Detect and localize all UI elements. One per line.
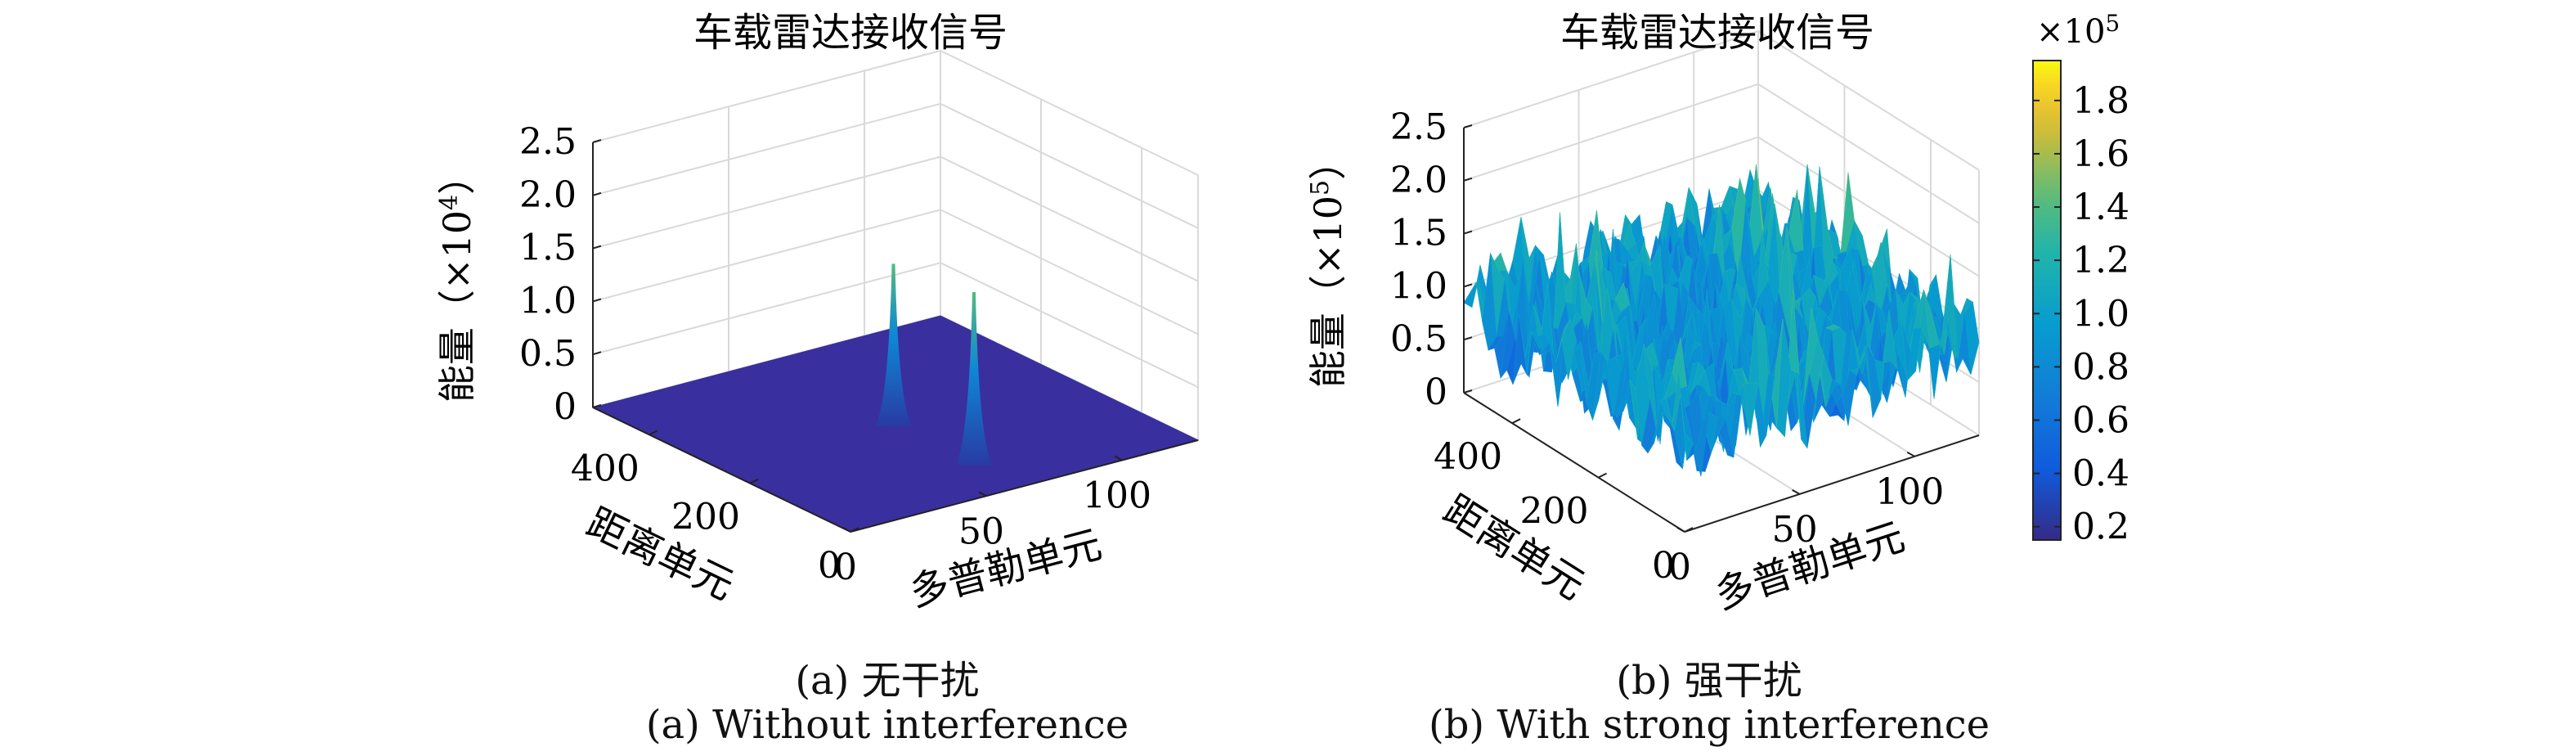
y-tick	[850, 527, 859, 533]
colorbar-tick-label: 1.2	[2072, 240, 2129, 281]
z-axis-label-exponent: 4	[435, 195, 464, 210]
z-tick-label: 1.0	[519, 280, 577, 322]
surface-patch	[1678, 372, 1694, 461]
y-tick-label: 0	[818, 545, 841, 587]
y-tick-label: 400	[571, 448, 640, 489]
z-tick-label: 2.0	[1390, 160, 1447, 201]
x-tick	[842, 527, 851, 533]
x-tick-label: 100	[1083, 475, 1151, 517]
x-axis-line	[1684, 434, 1980, 533]
panel-a-label-en: (a) Without interference	[645, 702, 1129, 748]
colorbar-tick-label: 0.4	[2072, 453, 2129, 495]
colorbar-exponent-power: 5	[2105, 10, 2120, 37]
z-tick-label: 1.5	[519, 227, 577, 269]
z-tick-label: 1.5	[1390, 213, 1447, 254]
colorbar-tick-label: 0.8	[2072, 346, 2129, 388]
z-axis-label-close: ）	[435, 157, 479, 195]
x-axis-line	[850, 439, 1199, 533]
panel-b-label: (b) 强干扰	[1616, 658, 1802, 704]
x-tick-label: 100	[1875, 471, 1944, 513]
x-tick	[1676, 527, 1685, 533]
x-tick-label: 0	[834, 547, 857, 588]
z-tick-label: 2.5	[519, 121, 577, 163]
x-tick	[1906, 451, 1915, 457]
z-axis-label-exponent: 5	[1306, 180, 1335, 196]
peak	[875, 263, 912, 426]
z-tick	[1463, 230, 1473, 235]
z-tick-label: 0.5	[1390, 318, 1447, 360]
x-tick-label: 50	[1772, 509, 1818, 551]
axes	[1463, 128, 1980, 533]
y-axis-line	[592, 407, 851, 533]
peak	[956, 291, 992, 466]
z-tick	[592, 404, 602, 408]
z-axis-label-text: 能量（×10	[435, 210, 479, 403]
z-tick-label: 1.0	[1390, 265, 1447, 307]
y-tick	[648, 430, 658, 436]
z-tick	[1463, 124, 1473, 128]
colorbar-exponent-base: ×10	[2036, 13, 2105, 51]
z-tick	[592, 139, 602, 143]
z-tick	[1463, 336, 1473, 341]
z-axis-label-close: ）	[1306, 142, 1350, 180]
colorbar-tick-label: 1.0	[2072, 293, 2129, 335]
z-tick	[592, 245, 602, 250]
x-tick-label: 0	[1668, 547, 1691, 588]
back-wall-left	[593, 51, 940, 407]
colorbar-tick-label: 1.6	[2072, 133, 2129, 175]
back-wall-right	[940, 51, 1198, 440]
y-tick-label: 200	[1520, 491, 1589, 533]
panel-b-label-en: (b) With strong interference	[1428, 702, 1990, 748]
chart-title: 车载雷达接收信号	[693, 10, 1008, 56]
y-tick	[1511, 418, 1521, 425]
colorbar-tick-label: 1.8	[2072, 80, 2129, 122]
z-tick	[592, 298, 602, 303]
axes	[592, 142, 1199, 533]
colorbar-tick-label: 1.4	[2072, 187, 2129, 228]
panel-a: 0 0.5 1.0 1.5 2.0 2.5 0 50 100 0 200 400 车载雷达接收信号能量（…	[435, 10, 1200, 616]
panel-b: 0 0.5 1.0 1.5 2.0 2.5 0 50 100 0 200 400 车载雷达接收信号能量（…	[1306, 10, 2129, 619]
z-tick-label: 2.0	[519, 174, 577, 216]
colorbar: 0.2 0.4 0.6 0.8 1.0 1.2 1.4 1.6 1.8 ×105	[2032, 10, 2129, 548]
panel-a-label: (a) 无干扰	[795, 658, 980, 704]
z-tick-label: 0	[554, 386, 577, 428]
z-tick-label: 2.5	[1390, 106, 1447, 148]
y-tick-label: 0	[1652, 545, 1675, 587]
z-tick	[592, 191, 602, 196]
z-tick-label: 0.5	[519, 333, 577, 375]
y-tick-label: 400	[1434, 436, 1502, 478]
z-axis-label: 能量（×104）	[435, 157, 479, 403]
y-tick	[749, 478, 759, 484]
z-tick	[1463, 283, 1473, 288]
y-tick-label: 200	[671, 497, 740, 538]
z-tick	[1463, 177, 1473, 182]
y-tick	[1684, 527, 1694, 533]
x-tick	[1792, 489, 1801, 495]
z-axis-label-text: 能量（×10	[1306, 196, 1350, 388]
chart-title: 车载雷达接收信号	[1560, 10, 1874, 56]
colorbar-tick-label: 0.6	[2072, 400, 2129, 442]
colorbar-tick-label: 0.2	[2072, 506, 2129, 548]
y-tick	[1598, 472, 1607, 479]
colorbar-gradient	[2032, 60, 2062, 541]
x-tick-label: 50	[958, 511, 1004, 552]
x-tick	[1114, 455, 1123, 461]
z-tick	[1463, 389, 1473, 394]
y-axis-line	[1463, 392, 1685, 533]
z-tick	[592, 351, 602, 356]
x-tick	[978, 491, 987, 497]
colorbar-exponent-label: ×105	[2036, 10, 2120, 51]
z-axis-label: 能量（×105）	[1306, 142, 1350, 388]
surface	[1463, 164, 1980, 477]
z-tick-label: 0	[1425, 371, 1447, 413]
x-axis-label: 多普勒单元	[904, 521, 1106, 615]
